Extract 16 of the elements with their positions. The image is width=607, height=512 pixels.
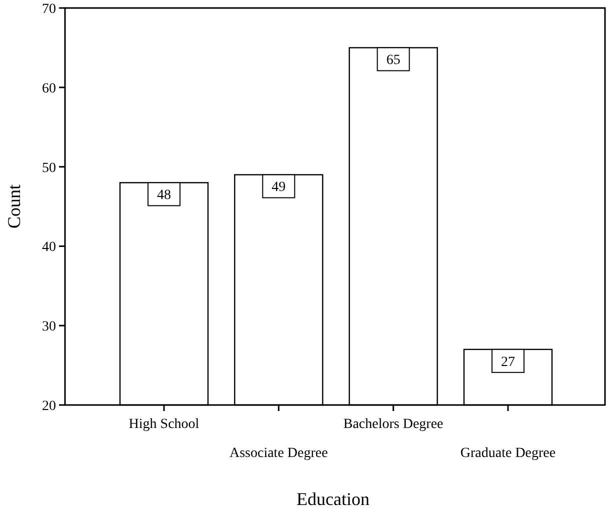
y-tick-label: 70 xyxy=(42,2,56,17)
y-tick-label: 30 xyxy=(42,320,56,335)
y-tick-label: 20 xyxy=(42,399,56,414)
y-tick-label: 60 xyxy=(42,81,56,96)
data-label: 48 xyxy=(157,188,171,204)
x-tick-label: Associate Degree xyxy=(229,446,328,461)
data-label: 65 xyxy=(386,53,400,68)
y-axis-title: Count xyxy=(4,184,24,229)
x-tick-label: Bachelors Degree xyxy=(343,417,444,432)
x-tick-label: Graduate Degree xyxy=(460,446,556,461)
data-label: 49 xyxy=(272,180,286,196)
y-tick-label: 50 xyxy=(42,160,56,176)
x-axis-title: Education xyxy=(296,489,370,509)
y-tick-label: 40 xyxy=(42,240,56,256)
data-label: 27 xyxy=(501,354,515,370)
x-tick-label: High School xyxy=(128,417,200,432)
